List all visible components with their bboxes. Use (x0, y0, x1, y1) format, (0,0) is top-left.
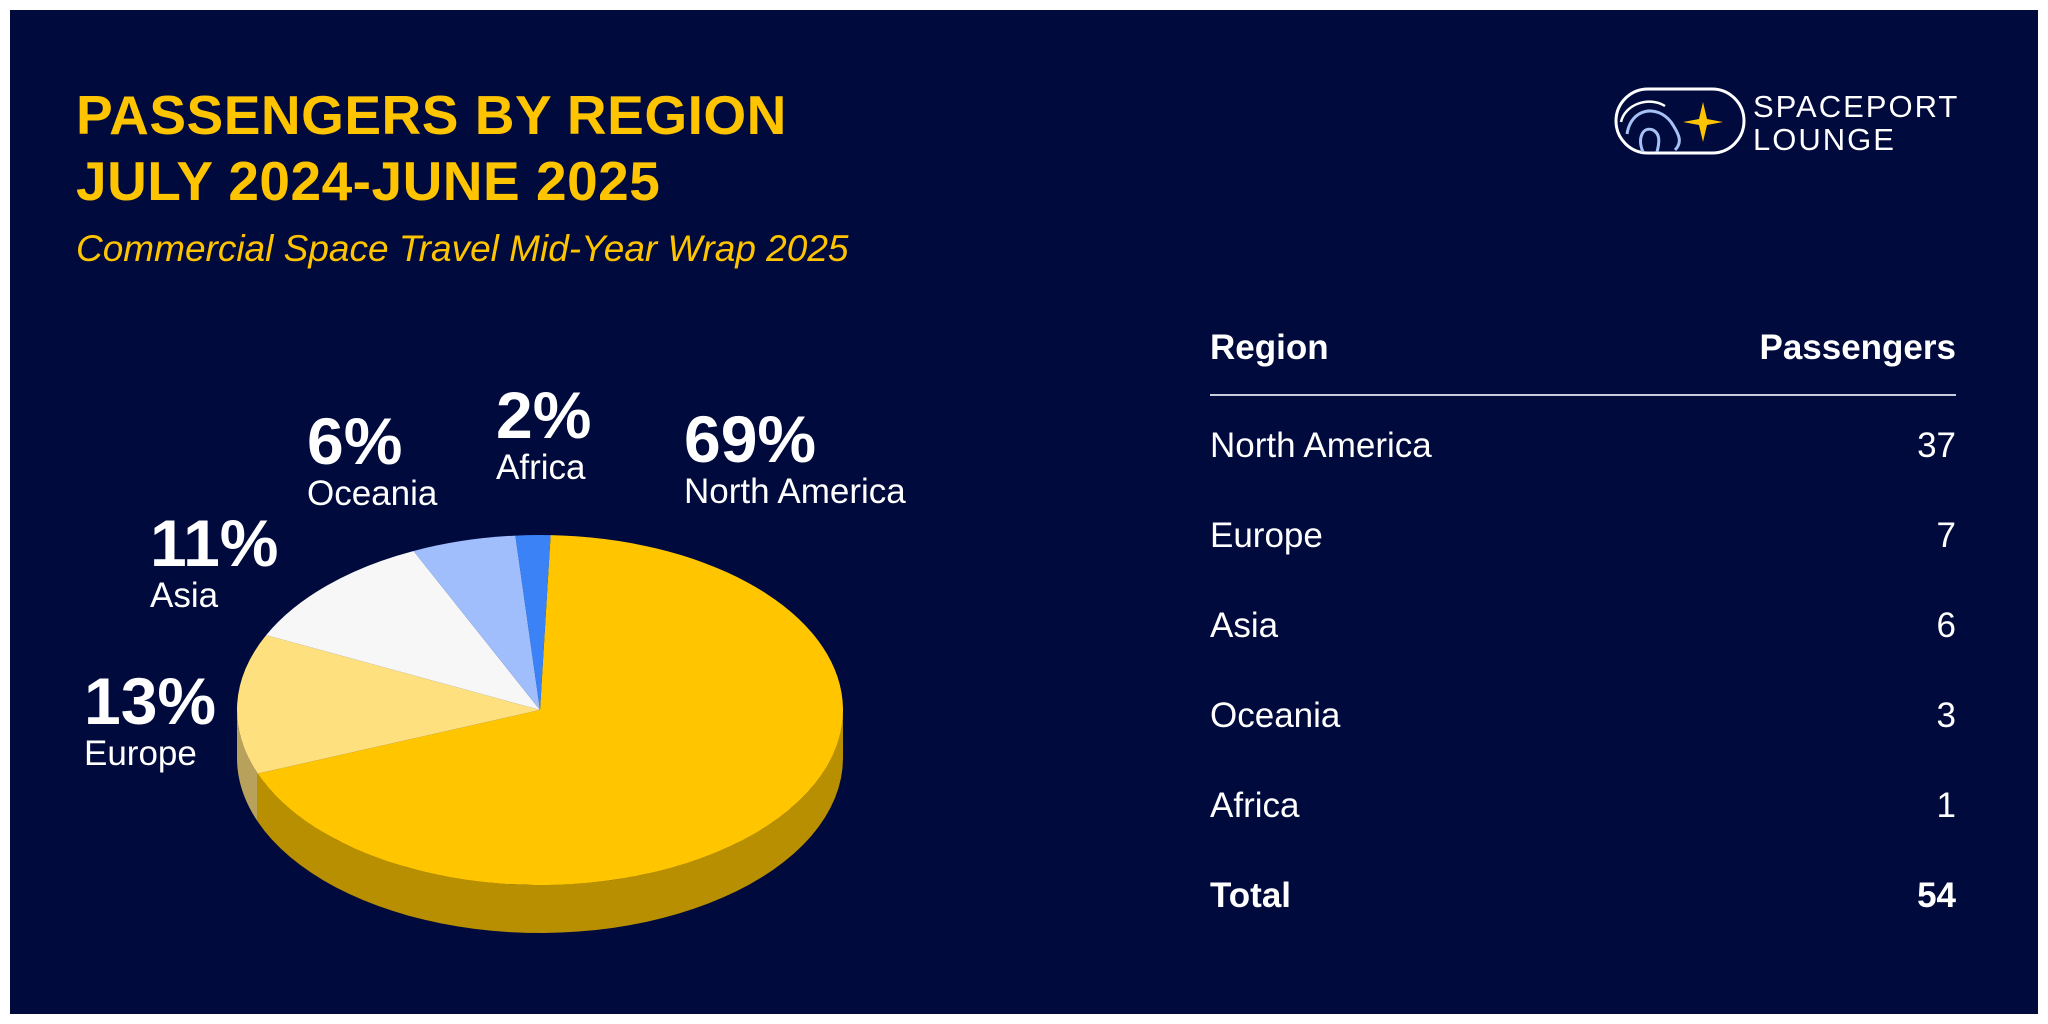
table-row: Oceania 3 (1210, 666, 1956, 756)
header-passengers: Passengers (1759, 328, 1956, 367)
title-line-1: PASSENGERS BY REGION (76, 84, 787, 146)
passengers-table: Region Passengers North America 37 Europ… (1210, 310, 1956, 936)
slice-percent-north-america: 69% (684, 402, 817, 476)
logo-line-2: LOUNGE (1753, 122, 1896, 157)
slice-percent-asia: 11% (150, 506, 279, 580)
table-header: Region Passengers (1210, 310, 1956, 396)
pie-top-faces (237, 535, 843, 886)
logo-wordmark: SPACEPORT LOUNGE (1753, 90, 1959, 156)
table-row: North America 37 (1210, 396, 1956, 486)
row-region: Oceania (1210, 696, 1341, 735)
slice-percent-oceania: 6% (307, 404, 403, 478)
row-passengers: 37 (1917, 426, 1956, 465)
pie-side-north-america (257, 710, 843, 933)
slice-label-oceania: 6% Oceania (307, 408, 437, 514)
slice-label-europe: 13% Europe (84, 668, 216, 774)
pie-slice-africa (515, 535, 551, 710)
row-region: North America (1210, 426, 1432, 465)
logo-emblem-icon (1614, 87, 1746, 155)
row-region: Asia (1210, 606, 1279, 645)
table-row: Africa 1 (1210, 756, 1956, 846)
row-passengers: 3 (1936, 696, 1956, 735)
total-label: Total (1210, 876, 1292, 915)
total-value: 54 (1917, 876, 1956, 915)
pie-slice-north-america (257, 535, 843, 886)
row-passengers: 1 (1936, 786, 1956, 825)
table-row: Asia 6 (1210, 576, 1956, 666)
slice-region-asia: Asia (150, 576, 219, 615)
slice-percent-europe: 13% (84, 664, 217, 738)
logo-line-1: SPACEPORT (1753, 89, 1960, 124)
slice-region-oceania: Oceania (307, 474, 438, 513)
pie-slice-europe (237, 635, 540, 774)
slice-label-north-america: 69% North America (684, 406, 906, 512)
row-region: Europe (1210, 516, 1323, 555)
row-passengers: 7 (1936, 516, 1956, 555)
pie-side-europe (237, 710, 258, 822)
slice-percent-africa: 2% (496, 378, 592, 452)
pie-side-walls (237, 710, 843, 933)
slice-label-africa: 2% Africa (496, 382, 591, 488)
chart-title: PASSENGERS BY REGION JULY 2024-JUNE 2025 (76, 82, 787, 214)
slice-region-europe: Europe (84, 734, 197, 773)
slice-label-asia: 11% Asia (150, 510, 278, 616)
table-total-row: Total 54 (1210, 846, 1956, 936)
slice-region-africa: Africa (496, 448, 586, 487)
row-region: Africa (1210, 786, 1300, 825)
table-row: Europe 7 (1210, 486, 1956, 576)
row-passengers: 6 (1936, 606, 1956, 645)
infographic-card: PASSENGERS BY REGION JULY 2024-JUNE 2025… (10, 10, 2038, 1014)
slice-region-north-america: North America (684, 472, 906, 511)
spaceport-lounge-logo: SPACEPORT LOUNGE (1613, 82, 1973, 172)
chart-subtitle: Commercial Space Travel Mid-Year Wrap 20… (76, 228, 849, 269)
pie-chart (237, 535, 843, 933)
pie-slice-asia (266, 550, 540, 710)
header-region: Region (1210, 328, 1329, 367)
title-line-2: JULY 2024-JUNE 2025 (76, 150, 661, 212)
pie-slice-oceania (413, 535, 540, 710)
